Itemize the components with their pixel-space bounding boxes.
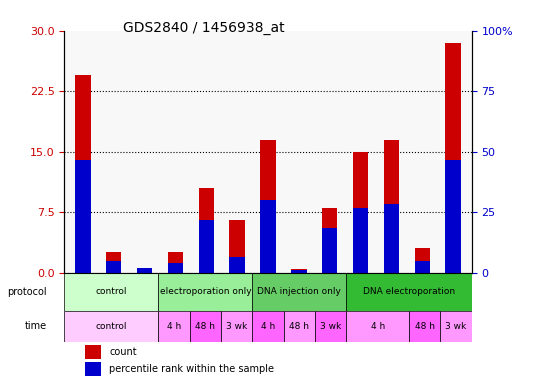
Bar <box>346 311 409 342</box>
Bar <box>353 208 368 273</box>
Bar <box>221 311 252 342</box>
Bar <box>353 152 368 273</box>
Text: 3 wk: 3 wk <box>320 322 341 331</box>
Bar <box>384 204 399 273</box>
Bar <box>409 311 441 342</box>
Bar <box>384 139 399 273</box>
Bar <box>252 273 346 311</box>
Bar <box>291 270 307 273</box>
Bar <box>322 208 338 273</box>
Bar <box>158 311 190 342</box>
Bar <box>445 43 461 273</box>
Text: electroporation only: electroporation only <box>160 287 251 296</box>
Text: GDS2840 / 1456938_at: GDS2840 / 1456938_at <box>123 21 285 35</box>
Bar <box>229 220 245 273</box>
Bar <box>260 200 276 273</box>
Bar <box>75 75 91 273</box>
Bar <box>137 268 152 273</box>
Bar <box>445 160 461 273</box>
Text: 4 h: 4 h <box>261 322 275 331</box>
Bar <box>284 311 315 342</box>
Bar <box>198 220 214 273</box>
Text: count: count <box>109 347 137 357</box>
Bar <box>168 253 183 273</box>
Bar <box>198 188 214 273</box>
Bar <box>346 273 472 311</box>
Bar <box>414 248 430 273</box>
Text: 4 h: 4 h <box>167 322 181 331</box>
Bar <box>260 139 276 273</box>
Bar <box>252 311 284 342</box>
Bar <box>137 270 152 273</box>
Text: control: control <box>95 287 127 296</box>
Bar <box>229 257 245 273</box>
Text: 3 wk: 3 wk <box>226 322 247 331</box>
Text: percentile rank within the sample: percentile rank within the sample <box>109 364 274 374</box>
Bar <box>315 311 346 342</box>
Text: 48 h: 48 h <box>195 322 215 331</box>
Bar <box>106 253 122 273</box>
Bar <box>85 345 101 359</box>
Bar <box>64 273 158 311</box>
Text: 48 h: 48 h <box>289 322 309 331</box>
Text: DNA injection only: DNA injection only <box>257 287 341 296</box>
Bar <box>322 228 338 273</box>
Bar <box>106 260 122 273</box>
Bar <box>158 273 252 311</box>
Bar <box>414 260 430 273</box>
Text: DNA electroporation: DNA electroporation <box>363 287 455 296</box>
Bar <box>75 160 91 273</box>
Text: protocol: protocol <box>8 286 47 297</box>
Bar <box>190 311 221 342</box>
Text: 48 h: 48 h <box>415 322 435 331</box>
Bar <box>64 311 158 342</box>
Text: 3 wk: 3 wk <box>445 322 467 331</box>
Bar <box>441 311 472 342</box>
Bar <box>291 269 307 273</box>
Bar <box>168 263 183 273</box>
Text: control: control <box>95 322 127 331</box>
Text: 4 h: 4 h <box>370 322 385 331</box>
Bar <box>85 362 101 376</box>
Text: time: time <box>25 321 47 331</box>
